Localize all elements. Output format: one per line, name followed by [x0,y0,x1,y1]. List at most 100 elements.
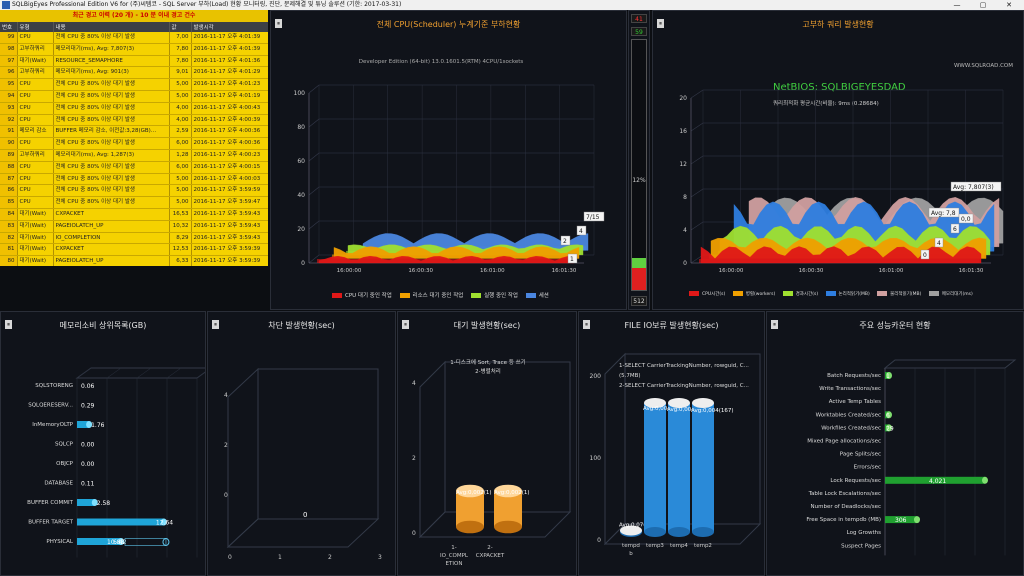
alert-type: 대기(Wait) [17,55,54,68]
col-header-type[interactable]: 유형 [17,22,54,32]
alert-row[interactable]: 80 대기(Wait) PAGEIOLATCH_UP 6,33 2016-11-17 오… [0,255,268,266]
y-tick-label: 4 [683,227,687,234]
maximize-button[interactable]: ▢ [979,1,987,9]
col-header-content[interactable]: 내용 [53,22,170,32]
alert-row[interactable]: 82 대기(Wait) IO_COMPLETION 8,29 2016-11-17 오후… [0,232,268,245]
end-label-box [928,207,960,218]
alert-row[interactable]: 93 CPU 전체 CPU 중 80% 이상 대기 발생 4,00 2016-11-17… [0,102,268,115]
fileio-bar-base [668,527,690,537]
grid-left [419,360,446,539]
alert-type: CPU [17,90,54,103]
window-title: SQLBigEyes Professional Edition V6 for (… [12,1,402,8]
col-header-value[interactable]: 값 [169,22,192,32]
alert-row[interactable]: 98 고부하쿼리 메모리대기(ms), Avg: 7,807(3) 7,80 2016-… [0,43,268,56]
alert-row[interactable]: 96 고부하쿼리 메모리대기(ms), Avg: 901(3) 9,01 2016-11… [0,66,268,80]
category-label: BUFFER COMMIT [27,500,73,506]
legend-item: 경과시간(s) [795,292,819,297]
legend-note: 1-SELECT CarrierTrackingNumber, rowguid,… [619,363,749,369]
legend-item: 논리적읽기(MB) [838,292,870,297]
legend-swatch [399,293,410,298]
alert-row[interactable]: 85 CPU 전체 CPU 중 80% 이상 대기 발생 5,00 2016-11-17… [0,196,268,209]
data-label: 0.11 [81,481,95,488]
data-label: 306 [895,517,907,524]
memory-bar-cap [160,518,167,526]
alert-row[interactable]: 95 CPU 전체 CPU 중 80% 이상 대기 발생 5,00 2016-11-17… [0,78,268,91]
x-tick-label: 3 [378,554,382,561]
y-tick-label: 20 [297,226,305,233]
data-label: Avg:0,004(167) [667,407,710,413]
pin-icon[interactable]: ⏸ [5,320,12,329]
series-base-1 [332,254,577,259]
pin-icon[interactable]: ⏸ [275,19,282,28]
end-label: 7/15 [586,214,600,221]
highload-area-chart: WWW.SQLROAD.COM NetBIOS: SQLBIGEYESDAD 쿼… [679,63,1013,274]
close-button[interactable]: ✕ [1006,1,1012,9]
alert-row[interactable]: 94 CPU 전체 CPU 중 80% 이상 대기 발생 5,00 2016-11-17… [0,90,268,103]
alert-row[interactable]: 90 CPU 전체 CPU 중 80% 이상 대기 발생 6,00 2016-11-17… [0,137,268,150]
cpu-chart-title: 전체 CPU(Scheduler) 누계기준 부하현황 [376,20,521,29]
pin-icon[interactable]: ⏸ [212,320,219,329]
end-label: 0 [923,252,927,259]
alert-row[interactable]: 87 CPU 전체 CPU 중 80% 이상 대기 발생 5,00 2016-11-17… [0,173,268,186]
end-label-box [934,237,944,248]
series-base-0 [699,259,979,263]
counter-label: Suspect Pages [841,543,881,549]
memory-chart-title: 메모리소비 상위목록(GB) [59,321,147,330]
gridline [690,122,704,132]
center-label: 0 [303,511,307,519]
legend-swatch [471,293,482,298]
alert-time: 2016-11-17 오후 3:59:59 [191,184,268,198]
grid-floor [226,518,380,548]
blocking-chart-title: 차단 발생현황(sec) [268,321,335,330]
pin-icon[interactable]: ⏸ [771,320,778,329]
col-header-number[interactable]: 번호 [0,22,18,32]
alert-row[interactable]: 91 메모리 감소 BUFFER 메모리 감소, 이전값:3,28(GB)... 2,… [0,125,268,139]
watermark: WWW.SQLROAD.COM [954,63,1013,69]
grid-left [227,367,259,549]
data-label: Avg:0,004(167) [643,406,686,412]
scheduler-gauge: 41 59 12% 512 [628,10,650,310]
alert-row[interactable]: 88 CPU 전체 CPU 중 80% 이상 대기 발생 6,00 2016-11-17… [0,161,268,174]
alert-message: 전체 CPU 중 80% 이상 대기 발생 [53,102,170,115]
alert-row[interactable]: 84 대기(Wait) CXPACKET 16,53 2016-11-17 오후 3:5… [0,208,268,221]
alert-row[interactable]: 97 대기(Wait) RESOURCE_SEMAPHORE 7,80 2016-11-… [0,55,268,68]
alert-type: 대기(Wait) [17,220,54,233]
y-tick-label: 0 [683,260,687,267]
alert-value: 5,00 [169,196,192,209]
minimize-button[interactable]: — [953,1,961,9]
alert-message: CXPACKET [53,243,170,257]
alert-row[interactable]: 81 대기(Wait) CXPACKET 12,53 2016-11-17 오후 3:5… [0,243,268,257]
category-label: SQLSTORENG [35,383,73,389]
end-label-box [560,235,571,246]
x-tick-label: 0 [228,554,232,561]
counter-label: Workfiles Created/sec [821,425,881,431]
alert-number: 92 [0,114,18,127]
pin-icon[interactable]: ⏸ [583,320,590,329]
memory-bar [77,538,122,545]
gridline [196,371,205,379]
memory-panel: ⏸ 메모리소비 상위목록(GB) SQLSTORENG 0.06 SQLQERESE… [0,311,206,576]
pin-icon[interactable]: ⏸ [402,320,409,329]
pin-icon[interactable]: ⏸ [657,19,664,28]
alert-row[interactable]: 92 CPU 전체 CPU 중 80% 이상 대기 발생 4,00 2016-11-17… [0,114,268,127]
alert-type: 대기(Wait) [17,232,54,245]
alert-row[interactable]: 99 CPU 전체 CPU 중 80% 이상 대기 발생 7,00 2016-11-17… [0,32,268,44]
cpu-load-panel: ⏸ 전체 CPU(Scheduler) 누계기준 부하현황 Developer … [270,10,627,310]
gridline [106,367,122,379]
alert-row[interactable]: 83 대기(Wait) PAGEIOLATCH_UP 10,32 2016-11-17 … [0,220,268,233]
gauge-max-value: 41 [631,14,647,23]
alert-row[interactable]: 89 고부하쿼리 메모리대기(ms), Avg: 1,287(3) 1,28 2016-… [0,149,268,162]
grid-top [883,359,1017,369]
alert-type: CPU [17,102,54,115]
gauge-total-value: 512 [631,296,647,306]
x-tick-label: 1 [278,554,282,561]
col-header-time[interactable]: 발생시각 [191,22,268,32]
gridline [308,220,320,230]
alert-value: 7,80 [169,55,192,68]
perfcounter-panel: ⏸ 주요 성능카운터 현황 Batch Requests/sec 1 Write T… [766,311,1024,576]
alert-row[interactable]: 86 CPU 전체 CPU 중 80% 이상 대기 발생 5,00 2016-11-17… [0,184,268,198]
legend-swatch [689,291,699,296]
alert-value: 6,00 [169,161,192,174]
x-tick-label: 16:01:30 [959,268,984,274]
legend-item: 세션 [538,293,549,299]
